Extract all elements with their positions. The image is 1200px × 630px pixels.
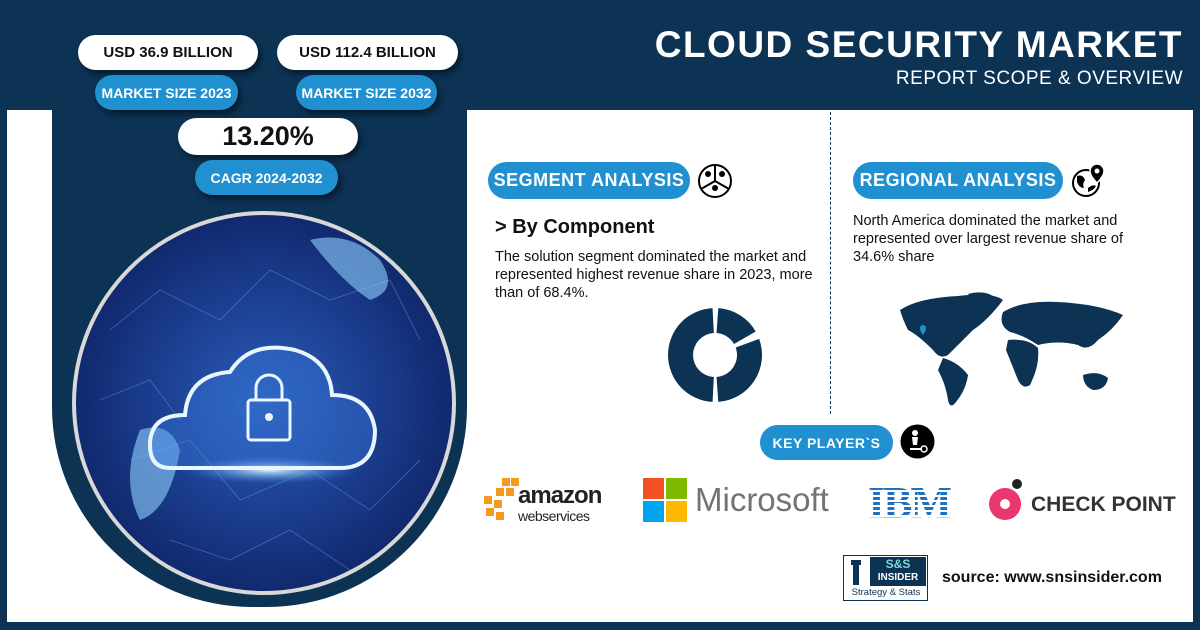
segment-text: The solution segment dominated the marke…: [495, 249, 813, 301]
divider: [830, 112, 831, 414]
person-key-icon: [900, 424, 935, 459]
page-subtitle: REPORT SCOPE & OVERVIEW: [895, 68, 1183, 89]
sns-insider-logo: S&S INSIDER Strategy & Stats: [843, 555, 928, 601]
globe-pin-icon: [1072, 163, 1105, 197]
logo-bottom-text: Strategy & Stats: [851, 587, 921, 598]
market-size-2032-label: MARKET SIZE 2032: [296, 75, 437, 110]
aws-boxes-icon: [484, 478, 519, 520]
donut-segment: [716, 338, 762, 402]
segment-donut-chart: [668, 308, 762, 402]
check-point-logo: CHECK POINT: [987, 478, 1182, 524]
amazon-web-services-logo: amazon webservices: [482, 476, 612, 526]
market-size-2023-label: MARKET SIZE 2023: [95, 75, 238, 110]
source-text: source: www.snsinsider.com: [942, 569, 1162, 586]
people-pie-icon: [698, 164, 732, 198]
cloud-security-image: [72, 211, 456, 595]
logo-top-text: S&S: [885, 557, 911, 571]
segment-subheading: > By Component: [495, 216, 655, 238]
market-size-2032-value: USD 112.4 BILLION: [277, 35, 458, 70]
segment-analysis-heading: SEGMENT ANALYSIS: [488, 162, 690, 199]
logo-mid-text: INSIDER: [877, 572, 919, 583]
tower-icon: [851, 560, 861, 585]
donut-segment: [716, 308, 756, 344]
page-title: CLOUD SECURITY MARKET: [654, 24, 1183, 65]
microsoft-squares-icon: [643, 478, 687, 522]
market-size-2023-value: USD 36.9 BILLION: [78, 35, 258, 70]
check-point-mark-icon: [989, 479, 1022, 520]
donut-segment: [668, 308, 714, 402]
world-map: [900, 292, 1123, 406]
microsoft-logo: Microsoft: [643, 478, 843, 524]
regional-analysis-heading: REGIONAL ANALYSIS: [853, 162, 1063, 199]
cagr-label: CAGR 2024-2032: [195, 160, 338, 195]
location-pin-icon: [920, 325, 926, 335]
cagr-value: 13.20%: [178, 118, 358, 155]
key-players-heading: KEY PLAYER`S: [760, 425, 893, 460]
regional-text: North America dominated the market and r…: [853, 213, 1124, 265]
ibm-logo: IBM: [862, 481, 956, 521]
